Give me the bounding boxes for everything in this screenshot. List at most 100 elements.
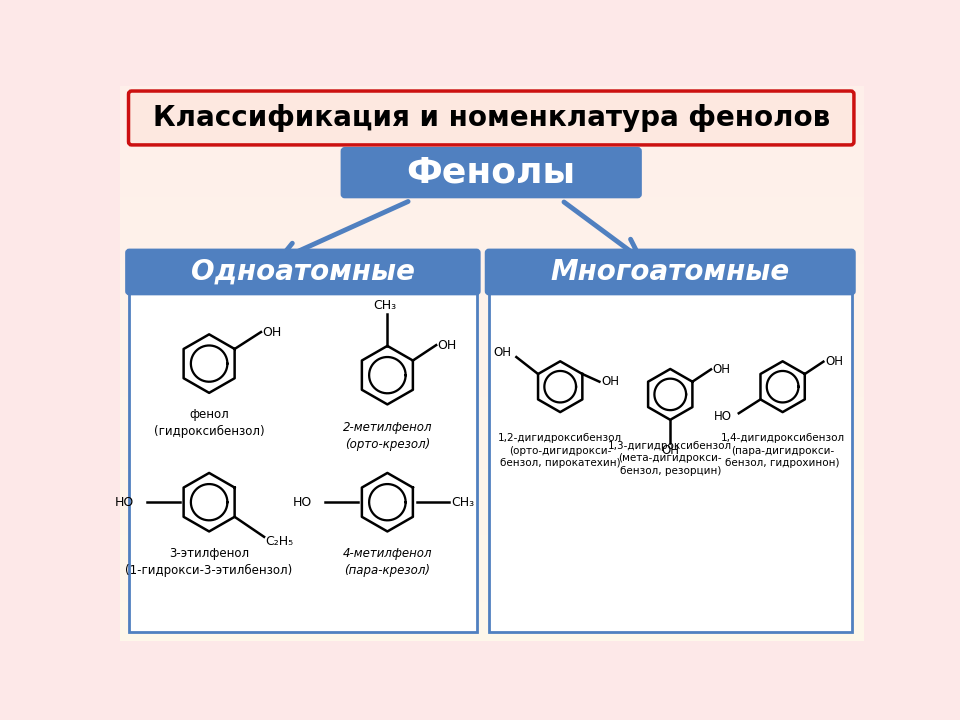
Bar xyxy=(120,485,864,491)
FancyBboxPatch shape xyxy=(342,148,641,197)
Bar xyxy=(120,131,864,136)
Bar xyxy=(120,585,864,591)
Bar xyxy=(120,341,864,347)
Bar xyxy=(120,148,864,153)
Bar xyxy=(120,436,864,441)
Bar xyxy=(120,264,864,269)
Bar xyxy=(120,441,864,446)
Bar xyxy=(120,325,864,330)
Text: OH: OH xyxy=(438,338,457,351)
Bar xyxy=(120,580,864,585)
Bar xyxy=(120,497,864,503)
Bar xyxy=(120,358,864,364)
Bar xyxy=(120,602,864,608)
Text: 4-метилфенол
(пара-крезол): 4-метилфенол (пара-крезол) xyxy=(343,547,432,577)
Bar xyxy=(120,253,864,258)
Bar xyxy=(120,513,864,519)
Text: 1,3-дигидроксибензол
(мета-дигидрокси-
бензол, резорцин): 1,3-дигидроксибензол (мета-дигидрокси- б… xyxy=(609,441,732,476)
Text: 1,2-дигидроксибензол
(орто-дигидрокси-
бензол, пирокатехин): 1,2-дигидроксибензол (орто-дигидрокси- б… xyxy=(498,433,622,469)
Bar xyxy=(120,452,864,458)
Text: CH₃: CH₃ xyxy=(373,300,396,312)
Bar xyxy=(120,275,864,280)
Bar xyxy=(120,374,864,380)
Bar xyxy=(120,114,864,120)
Bar xyxy=(120,175,864,181)
Bar xyxy=(120,280,864,286)
Bar xyxy=(120,464,864,469)
Bar xyxy=(120,347,864,353)
Text: фенол
(гидроксибензол): фенол (гидроксибензол) xyxy=(154,408,264,438)
Bar xyxy=(120,536,864,541)
Bar xyxy=(120,563,864,569)
Bar xyxy=(120,402,864,408)
Bar xyxy=(120,308,864,314)
Bar xyxy=(120,386,864,392)
Text: Одноатомные: Одноатомные xyxy=(191,258,415,286)
Bar xyxy=(120,353,864,358)
Bar xyxy=(120,97,864,103)
Bar xyxy=(120,236,864,242)
Bar xyxy=(120,170,864,175)
Bar xyxy=(120,86,864,92)
Bar xyxy=(120,203,864,208)
Bar xyxy=(120,480,864,485)
Bar xyxy=(120,530,864,536)
Text: HO: HO xyxy=(293,495,312,509)
Bar xyxy=(120,635,864,641)
Bar xyxy=(120,630,864,635)
Bar xyxy=(120,319,864,325)
Bar xyxy=(120,302,864,308)
Bar xyxy=(120,242,864,247)
Bar xyxy=(120,286,864,292)
Bar xyxy=(120,120,864,125)
Bar xyxy=(120,425,864,430)
Bar xyxy=(120,503,864,508)
Text: Фенолы: Фенолы xyxy=(407,156,576,189)
FancyBboxPatch shape xyxy=(489,293,852,631)
Text: OH: OH xyxy=(660,444,679,457)
Bar xyxy=(120,469,864,474)
Bar xyxy=(120,397,864,402)
Bar xyxy=(120,258,864,264)
Bar xyxy=(120,153,864,158)
Bar xyxy=(120,125,864,131)
Text: HO: HO xyxy=(114,495,133,509)
Bar xyxy=(120,419,864,425)
FancyBboxPatch shape xyxy=(126,250,480,294)
Bar xyxy=(120,220,864,225)
Bar xyxy=(120,408,864,413)
Text: 3-этилфенол
(1-гидрокси-3-этилбензол): 3-этилфенол (1-гидрокси-3-этилбензол) xyxy=(126,547,293,577)
Text: OH: OH xyxy=(712,363,731,376)
Bar xyxy=(120,474,864,480)
Bar xyxy=(120,541,864,546)
Bar xyxy=(120,380,864,386)
Bar xyxy=(120,292,864,297)
Bar xyxy=(120,247,864,253)
Bar xyxy=(120,136,864,142)
Bar xyxy=(120,369,864,374)
Text: C₂H₅: C₂H₅ xyxy=(266,535,294,548)
Bar xyxy=(120,552,864,557)
Bar xyxy=(120,413,864,419)
Text: OH: OH xyxy=(601,375,619,388)
Bar xyxy=(120,197,864,203)
Bar xyxy=(120,546,864,552)
Bar xyxy=(120,269,864,275)
Bar xyxy=(120,208,864,214)
Bar xyxy=(120,392,864,397)
Bar xyxy=(120,430,864,436)
Text: OH: OH xyxy=(262,325,282,338)
Bar xyxy=(120,92,864,97)
Text: Классификация и номенклатура фенолов: Классификация и номенклатура фенолов xyxy=(153,104,829,132)
Bar xyxy=(120,330,864,336)
Bar xyxy=(120,158,864,164)
Text: HO: HO xyxy=(714,410,732,423)
Bar xyxy=(120,297,864,302)
Bar xyxy=(120,364,864,369)
Bar xyxy=(120,109,864,114)
Bar xyxy=(120,624,864,630)
Text: 1,4-дигидроксибензол
(пара-дигидрокси-
бензол, гидрохинон): 1,4-дигидроксибензол (пара-дигидрокси- б… xyxy=(721,433,845,469)
Bar xyxy=(120,575,864,580)
Bar xyxy=(120,569,864,575)
Bar xyxy=(120,519,864,524)
